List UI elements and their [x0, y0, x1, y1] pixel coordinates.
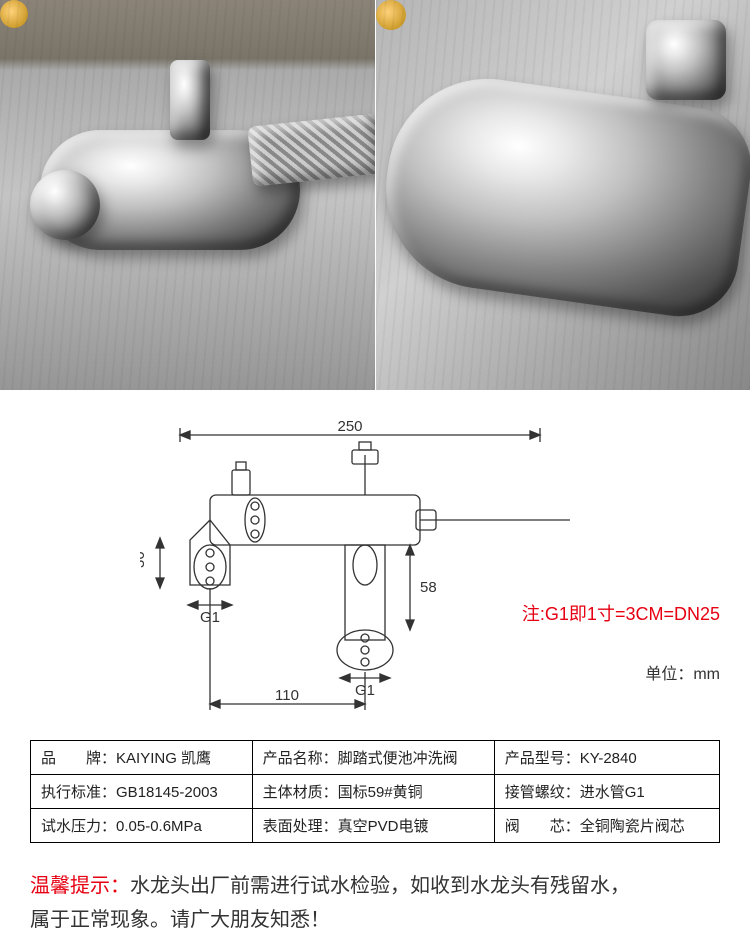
- spec-cell: 主体材质：国标59#黄铜: [252, 775, 494, 809]
- product-photo-right: [376, 0, 750, 390]
- spec-cell: 品 牌：KAIYING 凯鹰: [31, 741, 253, 775]
- spec-value: KY-2840: [580, 750, 637, 767]
- tip-line2: 属于正常现象。请广大朋友知悉！: [30, 909, 330, 931]
- dim-110-svg: 110: [275, 687, 299, 704]
- chrome-body-shape: [376, 66, 750, 324]
- spec-value: 真空PVD电镀: [338, 818, 429, 835]
- diagram-unit: 单位：mm: [645, 660, 720, 684]
- spec-label: 产品型号：: [505, 750, 580, 767]
- dimension-diagram: 250: [0, 390, 750, 730]
- spec-value: KAIYING 凯鹰: [116, 750, 211, 767]
- spec-cell: 表面处理：真空PVD电镀: [252, 809, 494, 843]
- tip-line1: 水龙头出厂前需进行试水检验，如收到水龙头有残留水，: [130, 875, 630, 897]
- spec-cell: 产品名称：脚踏式便池冲洗阀: [252, 741, 494, 775]
- spec-label: 执行标准：: [41, 784, 116, 801]
- product-photo-left: [0, 0, 376, 390]
- spec-cell: 产品型号：KY-2840: [494, 741, 719, 775]
- spec-label: 主体材质：: [263, 784, 338, 801]
- chrome-knob-shape: [30, 170, 100, 240]
- spec-value: 脚踏式便池冲洗阀: [338, 750, 458, 767]
- brass-cap-shape: [0, 0, 28, 28]
- spec-value: 全铜陶瓷片阀芯: [580, 818, 685, 835]
- dim-width-svg: 250: [337, 420, 362, 435]
- spec-label: 品 牌：: [41, 750, 116, 767]
- dim-h58-svg: 58: [420, 579, 437, 596]
- spec-label: 阀 芯：: [505, 818, 580, 835]
- spec-label: 产品名称：: [263, 750, 338, 767]
- spec-cell: 试水压力：0.05-0.6MPa: [31, 809, 253, 843]
- table-row: 执行标准：GB18145-2003主体材质：国标59#黄铜接管螺纹：进水管G1: [31, 775, 720, 809]
- spec-cell: 阀 芯：全铜陶瓷片阀芯: [494, 809, 719, 843]
- product-photo-row: [0, 0, 750, 390]
- chrome-nut-shape: [646, 20, 726, 100]
- spec-value: 0.05-0.6MPa: [116, 818, 202, 835]
- spec-value: 进水管G1: [580, 784, 645, 801]
- spec-label: 试水压力：: [41, 818, 116, 835]
- spec-value: GB18145-2003: [116, 784, 218, 801]
- chrome-stem-shape: [170, 60, 210, 140]
- table-row: 品 牌：KAIYING 凯鹰产品名称：脚踏式便池冲洗阀产品型号：KY-2840: [31, 741, 720, 775]
- spec-cell: 执行标准：GB18145-2003: [31, 775, 253, 809]
- dim-h30-svg: 30: [140, 551, 148, 568]
- tip-prefix: 温馨提示：: [30, 875, 130, 897]
- brass-bolt-shape: [376, 0, 406, 30]
- table-row: 试水压力：0.05-0.6MPa表面处理：真空PVD电镀阀 芯：全铜陶瓷片阀芯: [31, 809, 720, 843]
- diagram-svg: 250: [140, 420, 570, 700]
- spec-label: 表面处理：: [263, 818, 338, 835]
- spec-label: 接管螺纹：: [505, 784, 580, 801]
- spec-cell: 接管螺纹：进水管G1: [494, 775, 719, 809]
- tip-box: 温馨提示：水龙头出厂前需进行试水检验，如收到水龙头有残留水， 属于正常现象。请广…: [30, 869, 720, 937]
- foot-pedal-shape: [247, 113, 375, 186]
- spec-value: 国标59#黄铜: [338, 784, 423, 801]
- spec-table: 品 牌：KAIYING 凯鹰产品名称：脚踏式便池冲洗阀产品型号：KY-2840执…: [30, 740, 720, 843]
- diagram-note: 注:G1即1寸=3CM=DN25: [522, 600, 720, 626]
